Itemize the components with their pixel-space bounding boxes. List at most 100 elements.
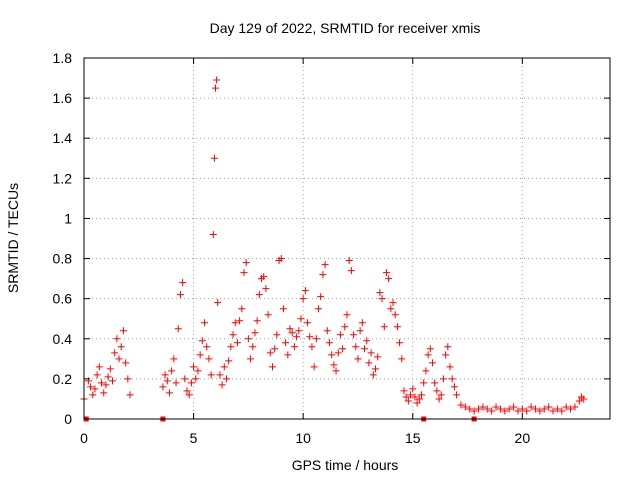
data-point: [437, 391, 445, 399]
data-point: [98, 379, 106, 387]
axis-ticks: [83, 57, 610, 420]
data-point: [310, 363, 318, 371]
data-point: [361, 345, 369, 353]
data-point: [187, 379, 195, 387]
data-point: [264, 311, 272, 319]
data-point: [233, 339, 241, 347]
data-point: [354, 355, 362, 363]
data-point: [126, 391, 134, 399]
data-point: [510, 403, 518, 411]
data-point: [385, 275, 393, 283]
data-point: [255, 291, 263, 299]
data-point: [358, 319, 366, 327]
data-point: [461, 403, 469, 411]
data-point: [260, 273, 268, 281]
data-point: [192, 375, 200, 383]
x-tick-labels: 0 5 10 15 20: [80, 430, 530, 446]
data-point: [319, 271, 327, 279]
data-point: [210, 154, 218, 162]
data-point: [104, 373, 112, 381]
data-point: [328, 351, 336, 359]
data-point: [159, 383, 167, 391]
data-point: [558, 407, 566, 415]
data-point: [345, 257, 353, 265]
data-point: [553, 405, 561, 413]
data-point: [404, 397, 412, 405]
y-tick-label: 0: [64, 411, 72, 427]
data-point: [317, 293, 325, 301]
y-tick-label: 1.2: [53, 170, 73, 186]
data-point: [89, 391, 97, 399]
data-point: [531, 405, 539, 413]
data-point: [251, 329, 259, 337]
data-point: [378, 295, 386, 303]
data-point: [249, 343, 257, 351]
data-point: [321, 261, 329, 269]
data-point: [93, 371, 101, 379]
data-point: [115, 355, 123, 363]
data-point: [523, 407, 531, 415]
data-point: [483, 405, 491, 413]
data-point: [479, 403, 487, 411]
x-tick-label: 0: [80, 430, 88, 446]
data-point: [367, 349, 375, 357]
data-point: [209, 230, 217, 238]
data-point: [212, 84, 219, 92]
data-point: [435, 395, 443, 403]
data-point: [301, 287, 309, 295]
data-point: [168, 367, 176, 375]
data-point: [297, 315, 305, 323]
data-point: [273, 331, 281, 339]
data-point: [571, 403, 579, 411]
data-point: [457, 401, 465, 409]
data-point: [284, 351, 292, 359]
x-tick-label: 20: [515, 430, 531, 446]
y-tick-label: 1.8: [53, 50, 73, 66]
data-point: [201, 319, 209, 327]
data-point: [161, 371, 169, 379]
data-point: [108, 377, 116, 385]
data-point: [347, 267, 355, 275]
data-point: [203, 343, 211, 351]
data-point: [369, 371, 377, 379]
data-point: [279, 305, 287, 313]
data-point: [380, 323, 388, 331]
data-point: [336, 331, 344, 339]
y-tick-label: 1.4: [53, 130, 73, 146]
data-point: [466, 405, 474, 413]
data-point: [174, 325, 182, 333]
data-point: [288, 329, 296, 337]
data-point: [308, 343, 316, 351]
data-point: [268, 363, 276, 371]
data-point: [295, 327, 303, 335]
data-point: [91, 385, 99, 393]
data-point: [398, 355, 406, 363]
data-point: [293, 333, 301, 341]
data-point: [433, 387, 441, 395]
data-point: [290, 343, 298, 351]
data-point: [102, 381, 110, 389]
data-point: [213, 76, 221, 84]
data-point: [540, 405, 548, 413]
data-point: [442, 351, 450, 359]
data-point: [448, 375, 456, 383]
data-point: [439, 375, 447, 383]
data-point: [393, 323, 401, 331]
data-point: [575, 397, 583, 405]
data-point: [334, 349, 342, 357]
data-point: [172, 379, 180, 387]
data-point: [470, 407, 478, 415]
data-point: [431, 379, 439, 387]
data-point: [170, 355, 178, 363]
y-tick-labels: 0 0.2 0.4 0.6 0.8 1 1.2 1.4 1.6 1.8: [53, 50, 73, 427]
data-point: [106, 365, 114, 373]
data-point: [214, 299, 222, 307]
grid-lines: [84, 58, 610, 419]
data-point: [382, 269, 390, 277]
y-tick-label: 0.4: [53, 331, 73, 347]
data-point: [488, 407, 496, 415]
data-point: [527, 403, 535, 411]
data-point: [95, 363, 103, 371]
y-tick-label: 0.8: [53, 251, 73, 267]
data-point: [205, 355, 213, 363]
